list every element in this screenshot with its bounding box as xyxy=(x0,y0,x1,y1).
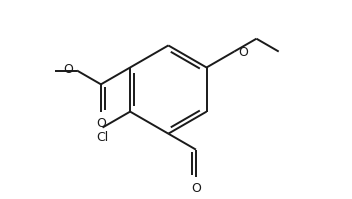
Text: Cl: Cl xyxy=(96,131,109,144)
Text: O: O xyxy=(238,46,248,59)
Text: O: O xyxy=(191,182,201,195)
Text: O: O xyxy=(96,117,107,130)
Text: O: O xyxy=(63,63,73,76)
